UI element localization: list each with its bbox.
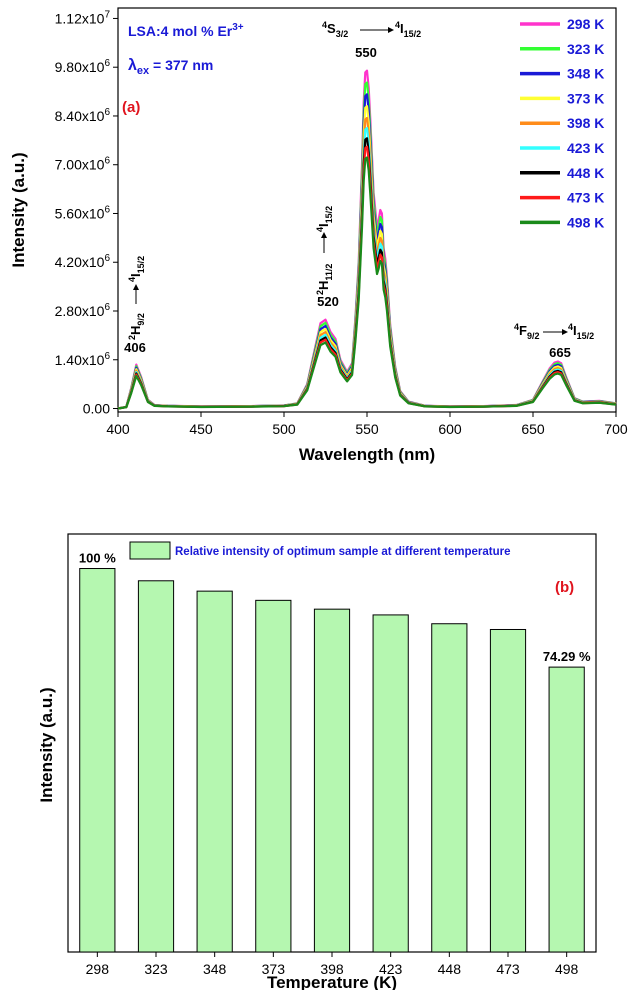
- bar-398: [313, 608, 351, 953]
- spectrum-y-axis-title: Intensity (a.u.): [9, 152, 28, 267]
- svg-text:4F9/2: 4F9/2: [514, 322, 539, 341]
- spectrum-x-tick-label: 550: [355, 421, 379, 437]
- panel-label-b: (b): [555, 579, 574, 596]
- bar-448: [431, 623, 468, 953]
- svg-text:4I15/2: 4I15/2: [568, 322, 594, 341]
- legend-label: 298 K: [567, 16, 604, 32]
- legend-label: 373 K: [567, 90, 604, 106]
- bar-x-tick-label: 448: [438, 961, 462, 977]
- spectrum-chart: 0.00 1.40x106 2.80x106 4.20x106 5.60x106 7.00…: [9, 7, 628, 464]
- spectrum-line-498k: [117, 156, 617, 410]
- bar-498: [548, 666, 585, 953]
- legend-label: 473 K: [567, 190, 604, 206]
- bar-x-tick-label: 498: [555, 961, 579, 977]
- svg-text:4S3/2: 4S3/2: [322, 20, 348, 39]
- transition-550: 4S3/2 4I15/2 550: [322, 20, 421, 60]
- sample-label: LSA:4 mol % Er3+: [128, 22, 244, 39]
- legend-label: 423 K: [567, 140, 604, 156]
- bar-473: [489, 628, 527, 953]
- svg-text:4I15/2: 4I15/2: [315, 206, 334, 232]
- spectrum-x-tick-label: 600: [438, 421, 462, 437]
- bar-298: [79, 568, 116, 953]
- bar-annotation-498: 74.29 %: [543, 649, 591, 664]
- legend-label: 498 K: [567, 214, 604, 230]
- spectrum-y-tick-label: 8.40x106: [55, 107, 111, 124]
- peak-label-550: 550: [355, 45, 377, 60]
- bar-x-tick-label: 423: [379, 961, 403, 977]
- spectrum-y-tick-label: 1.12x107: [55, 9, 111, 26]
- bar-legend-label: Relative intensity of optimum sample at …: [175, 546, 511, 558]
- transition-406: 2H9/2 4I15/2 406: [124, 256, 146, 355]
- svg-text:2H9/2: 2H9/2: [127, 313, 146, 340]
- bar-x-tick-label: 298: [86, 961, 110, 977]
- legend-label: 348 K: [567, 66, 604, 82]
- spectrum-y-tick-label: 0.00: [83, 401, 110, 417]
- legend-label: 323 K: [567, 41, 604, 57]
- spectrum-legend: 298 K 323 K 348 K 373 K 398 K 423 K 448 K 473 K…: [520, 16, 604, 230]
- bar-y-axis-title: Intensity (a.u.): [37, 687, 56, 802]
- bar-323: [137, 580, 175, 953]
- peak-label-665: 665: [549, 345, 571, 360]
- spectrum-y-tick-label: 1.40x106: [55, 351, 111, 368]
- bar-x-tick-label: 398: [320, 961, 344, 977]
- bar-x-tick-label: 323: [144, 961, 168, 977]
- bar-x-axis: 298 323 348 373 398 423 448 473 498: [86, 952, 579, 977]
- spectrum-x-tick-label: 400: [106, 421, 130, 437]
- spectrum-y-tick-label: 4.20x106: [55, 253, 111, 270]
- spectrum-y-tick-label: 9.80x106: [55, 58, 111, 75]
- spectrum-line-423k: [117, 127, 617, 410]
- legend-label: 448 K: [567, 165, 604, 181]
- spectrum-line-448k: [117, 137, 617, 410]
- spectrum-y-tick-label: 2.80x106: [55, 302, 111, 319]
- svg-text:4I15/2: 4I15/2: [127, 256, 146, 282]
- bar-423: [372, 614, 409, 953]
- peak-label-406: 406: [124, 340, 146, 355]
- bar-series: [79, 568, 585, 953]
- bar-373: [255, 599, 292, 953]
- bar-x-tick-label: 373: [262, 961, 286, 977]
- bar-x-tick-label: 348: [203, 961, 227, 977]
- svg-text:4I15/2: 4I15/2: [395, 20, 421, 39]
- spectrum-line-473k: [117, 145, 617, 410]
- spectrum-y-tick-label: 7.00x106: [55, 156, 111, 173]
- bar-348: [196, 590, 233, 953]
- bar-x-axis-title: Temperature (K): [267, 973, 397, 990]
- spectrum-lines: [117, 69, 617, 410]
- spectrum-x-axis-title: Wavelength (nm): [299, 445, 435, 464]
- spectrum-x-axis: 400 450 500 550 600 650 700: [106, 412, 628, 437]
- panel-label-a: (a): [122, 99, 140, 116]
- bar-annotations: 100 % 74.29 %: [79, 551, 591, 665]
- transition-520: 2H11/2 4I15/2 520: [315, 206, 339, 309]
- svg-text:2H11/2: 2H11/2: [315, 264, 334, 295]
- bar-legend-swatch: [129, 541, 171, 560]
- peak-label-520: 520: [317, 294, 339, 309]
- spectrum-x-tick-label: 450: [189, 421, 213, 437]
- legend-label: 398 K: [567, 115, 604, 131]
- spectrum-x-tick-label: 500: [272, 421, 296, 437]
- spectrum-x-tick-label: 700: [604, 421, 628, 437]
- excitation-label: λex = 377 nm: [128, 57, 213, 77]
- bar-annotation-298: 100 %: [79, 551, 116, 566]
- bar-x-tick-label: 473: [496, 961, 520, 977]
- transition-665: 4F9/2 4I15/2 665: [514, 322, 594, 360]
- spectrum-x-tick-label: 650: [521, 421, 545, 437]
- spectrum-y-axis: 0.00 1.40x106 2.80x106 4.20x106 5.60x106 7.00…: [55, 9, 118, 417]
- spectrum-y-tick-label: 5.60x106: [55, 204, 111, 221]
- relative-intensity-chart: 298 323 348 373 398 423 448 473 498 Relative int…: [37, 533, 597, 990]
